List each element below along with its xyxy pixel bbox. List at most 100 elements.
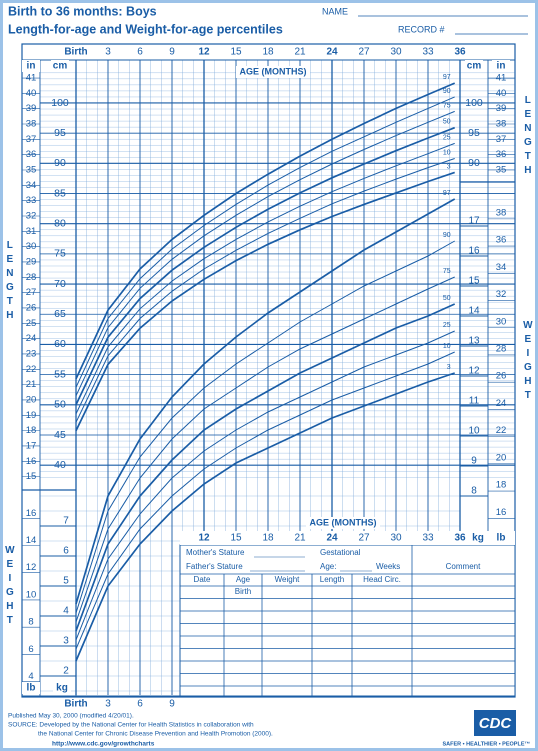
y2-tick-label: 15 (26, 471, 37, 482)
y2-tick-label: 21 (26, 379, 37, 390)
x-axis-title: AGE (MONTHS) (240, 66, 307, 76)
y2-tick-label: 34 (26, 180, 37, 191)
y2-tick-label: 6 (28, 644, 33, 655)
y2-tick-label: 37 (496, 134, 507, 145)
x-tick-label: 12 (198, 47, 210, 58)
y2-tick-label: 29 (26, 257, 37, 268)
table-label: Gestational (320, 548, 361, 557)
y2-tick-label: 8 (28, 617, 33, 628)
unit-label: lb (497, 533, 506, 544)
x-tick-label: 6 (137, 47, 143, 58)
y-axis-title: LENGTH (4, 240, 15, 324)
percentile-label: 50 (443, 119, 451, 126)
label-bg (22, 60, 40, 72)
title: Birth to 36 months: Boys (8, 4, 157, 18)
y2-tick-label: 39 (26, 103, 37, 114)
percentile-label: 25 (443, 322, 451, 329)
y2-tick-label: 30 (26, 241, 37, 252)
percentile-curve (75, 303, 456, 632)
percentile-label: 97 (443, 190, 451, 197)
x-tick-label: 33 (422, 533, 434, 544)
y-tick-label: 90 (468, 157, 480, 169)
y-tick-label: 11 (469, 396, 480, 407)
y-tick-label: 100 (465, 97, 483, 109)
column-header: Head Circ. (363, 575, 401, 584)
y2-tick-label: 22 (496, 425, 507, 436)
y-tick-label: 95 (54, 127, 66, 139)
footer-url: http://www.cdc.gov/growthcharts (52, 741, 155, 748)
y2-tick-label: 36 (496, 149, 507, 160)
percentile-curve (75, 126, 456, 406)
x-tick-label: Birth (64, 699, 87, 710)
y2-tick-label: 38 (26, 119, 37, 130)
x-tick-label: Birth (64, 47, 87, 58)
percentile-curve (75, 372, 455, 662)
table-label: Age: (320, 562, 336, 571)
percentile-curve (75, 240, 455, 614)
percentile-curve (75, 142, 455, 415)
unit-band (460, 531, 515, 545)
percentile-curve (75, 82, 456, 380)
x-tick-label: 33 (422, 47, 434, 58)
label-bg (236, 66, 310, 78)
footer-text: SOURCE: Developed by the National Center… (8, 722, 254, 729)
x-tick-label: 3 (105, 47, 111, 58)
y2-tick-label: 23 (26, 348, 37, 359)
y-axis-title: WEIGHT (522, 320, 533, 404)
percentile-label: 90 (443, 232, 451, 239)
y2-tick-label: 18 (496, 480, 507, 491)
y2-tick-label: 30 (496, 316, 507, 327)
x-tick-label: 18 (262, 533, 274, 544)
x-tick-label: 24 (326, 533, 338, 544)
percentile-curve (75, 110, 455, 397)
y2-tick-label: 10 (26, 589, 37, 600)
y-axis-title: LENGTH (522, 95, 533, 179)
x-tick-label: 15 (230, 47, 242, 58)
y-tick-label: 14 (468, 306, 480, 317)
unit-label: kg (472, 533, 484, 544)
x-label-band (180, 531, 460, 545)
column-header: Date (194, 575, 211, 584)
y-tick-label: 8 (471, 486, 477, 497)
y-tick-label: 65 (54, 308, 66, 320)
column-header: Weight (275, 575, 301, 584)
label-bg (306, 517, 380, 529)
y2-tick-label: 33 (26, 195, 37, 206)
y-tick-label: 40 (54, 459, 66, 471)
y2-tick-label: 14 (26, 535, 37, 546)
x-tick-label: 3 (105, 699, 111, 710)
percentile-curve (75, 171, 455, 432)
y-tick-label: 16 (468, 246, 480, 257)
percentile-label: 25 (443, 134, 451, 141)
y2-tick-label: 39 (496, 103, 507, 114)
x-tick-label: 27 (358, 533, 370, 544)
x-tick-label: 12 (198, 533, 210, 544)
x-tick-label: 36 (454, 47, 466, 58)
y2-tick-label: 26 (496, 371, 507, 382)
logo-box (474, 710, 516, 736)
y2-tick-label: 28 (26, 272, 37, 283)
percentile-curve (75, 96, 455, 388)
unit-label: in (27, 61, 36, 72)
y2-tick-label: 4 (28, 671, 33, 682)
y2-tick-label: 20 (496, 452, 507, 463)
table-cell: Birth (235, 587, 251, 596)
y2-tick-label: 38 (496, 207, 507, 218)
y-tick-label: 90 (54, 157, 66, 169)
percentile-label: 75 (443, 102, 451, 109)
x-tick-label: 24 (326, 47, 338, 58)
label-bg (51, 60, 69, 72)
y2-tick-label: 32 (26, 211, 37, 222)
x-tick-label: 36 (454, 533, 466, 544)
y-tick-label: 60 (54, 338, 66, 350)
footer-text: Published May 30, 2000 (modified 4/20/01… (8, 713, 134, 720)
y2-tick-label: 35 (26, 165, 37, 176)
x-tick-label: 21 (294, 533, 306, 544)
y2-tick-label: 36 (496, 235, 507, 246)
y-tick-label: 50 (54, 399, 66, 411)
subtitle: Length-for-age and Weight-for-age percen… (8, 22, 283, 36)
unit-label: cm (53, 61, 68, 72)
y-tick-label: 70 (54, 278, 66, 290)
y-tick-label: 3 (63, 636, 69, 647)
